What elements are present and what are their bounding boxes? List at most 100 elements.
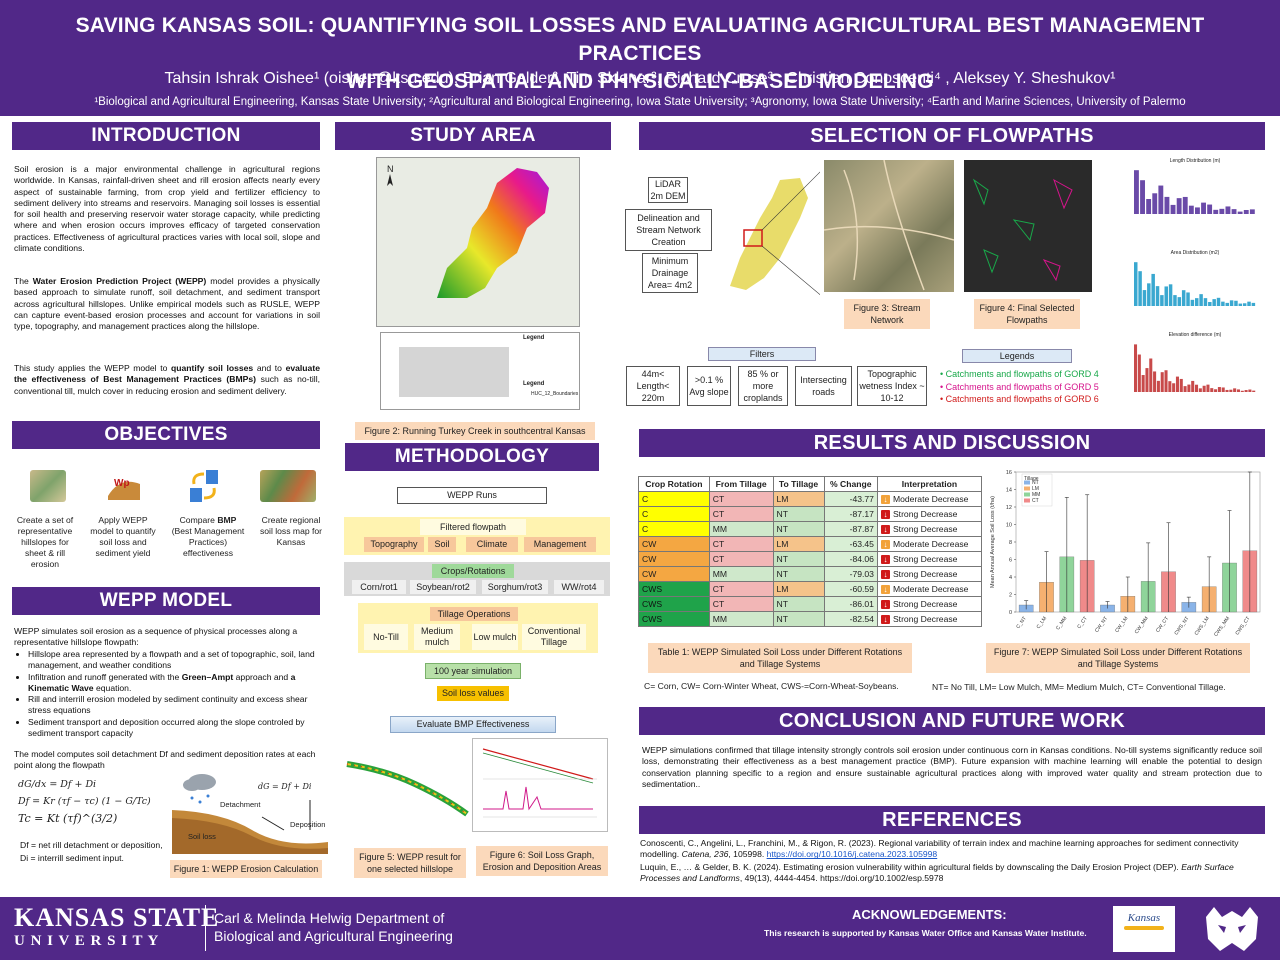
tillage-abbreviations: NT= No Till, LM= Low Mulch, MM= Medium M… [932, 682, 1226, 692]
col-pct: % Change [823, 476, 878, 492]
svg-text:Wp: Wp [114, 478, 130, 489]
flowpath-legend: • Catchments and flowpaths of GORD 4 • C… [940, 368, 1099, 406]
cell-from: CT [708, 581, 774, 597]
cell-pct: -43.77 [823, 491, 878, 507]
histogram-bar [1140, 180, 1145, 214]
wepp-bullet: Hillslope area represented by a flowpath… [28, 649, 326, 672]
table-row: C MM NT -87.87 ↓ Strong Decrease [638, 521, 983, 537]
cell-to: NT [772, 506, 825, 522]
arrow-down-icon: ↓ [880, 585, 890, 595]
cell-interp: ↓ Strong Decrease [876, 551, 983, 567]
histogram-bar [1212, 299, 1216, 306]
input-management: Management [524, 537, 596, 552]
delineation-box: Delineation and Stream Network Creation [625, 209, 712, 251]
soil-loss-chart-svg: 0 2 4 6 8 10 12 14 16 Mean Annual Average Soil Lo… [990, 470, 1261, 638]
legend-title: Legend [523, 335, 545, 341]
crop-abbreviations: C= Corn, CW= Corn-Winter Wheat, CWS-=Cor… [644, 681, 899, 691]
y-tick-label: 14 [1006, 488, 1012, 494]
histogram-bar [1231, 209, 1237, 214]
histogram-bar [1176, 198, 1182, 214]
length-histogram-bars [1134, 170, 1255, 214]
acknowledgements-text: This research is supported by Kansas Wat… [764, 928, 1087, 938]
affiliations: ¹Biological and Agricultural Engineering… [94, 96, 1186, 108]
y-tick-label: 12 [1006, 505, 1012, 511]
poster-footer: KANSAS STATE U N I V E R S I T Y Carl & … [0, 897, 1280, 960]
cell-pct: -84.06 [823, 551, 878, 567]
histogram-bar [1141, 375, 1145, 392]
histogram-bar [1233, 388, 1237, 392]
histogram-bar [1179, 378, 1183, 392]
objective-4: Create regional soil loss map for Kansas [259, 515, 323, 547]
poster-title: SAVING KANSAS SOIL: QUANTIFYING SOIL LOS… [75, 14, 1205, 93]
histogram-bar [1195, 384, 1199, 392]
cell-from: MM [708, 566, 774, 582]
cell-crop: CW [638, 536, 710, 552]
figure-3-caption: Figure 3: Stream Network [844, 299, 930, 329]
cell-from: MM [708, 521, 774, 537]
histogram-bar [1160, 372, 1164, 392]
wepp-bullet: Infiltration and runoff generated with t… [28, 672, 326, 695]
histogram-bar [1229, 300, 1234, 306]
wepp-runs-box: WEPP Runs [397, 487, 547, 504]
cell-crop: CWS [638, 596, 710, 612]
evaluate-bmp-box: Evaluate BMP Effectiveness [390, 716, 556, 733]
simulation-box: 100 year simulation [425, 663, 521, 679]
histogram-bar [1142, 290, 1147, 306]
cell-crop: CWS [638, 611, 710, 627]
histogram-bar [1147, 283, 1151, 306]
ksu-logo-wordmark: KANSAS STATE [14, 903, 220, 932]
legend-swatch-lm [1024, 486, 1030, 491]
results-table-body: C CT LM -43.77 ↓ Moderate Decrease C CT NT -87.17… [638, 491, 983, 627]
histogram-bar [1164, 196, 1170, 214]
cell-interp: ↓ Strong Decrease [876, 611, 983, 627]
histogram-bar [1216, 297, 1221, 306]
table-row: CWS CT LM -60.59 ↓ Moderate Decrease [638, 581, 983, 597]
table-row: CW CT LM -63.45 ↓ Moderate Decrease [638, 536, 983, 552]
histogram-bar [1158, 185, 1164, 214]
histogram-bar [1221, 387, 1225, 392]
legend-label-lm: LM [1032, 486, 1039, 492]
histogram-bar [1138, 271, 1142, 306]
histogram-bar [1208, 302, 1212, 306]
references-heading: REFERENCES [639, 806, 1265, 834]
cell-interp: ↓ Moderate Decrease [876, 491, 983, 507]
tillage-medium-mulch: Medium mulch [414, 624, 460, 650]
kansas-state-shape [399, 347, 509, 397]
introduction-heading: INTRODUCTION [12, 122, 320, 150]
histogram-bar [1149, 358, 1153, 392]
min-drainage-box: Minimum Drainage Area= 4m2 [642, 253, 698, 293]
cell-to: NT [772, 521, 825, 537]
histogram-bar [1151, 273, 1155, 306]
histogram-bar [1156, 380, 1160, 392]
histogram-bar [1195, 207, 1200, 214]
x-tick-label: CWS_NT [1173, 616, 1190, 637]
x-tick-label: C_NT [1015, 616, 1027, 630]
histogram-bar [1186, 292, 1190, 306]
filtered-flowpath-box: Filtered flowpath [420, 519, 526, 535]
histogram-bar [1234, 300, 1238, 306]
cell-pct: -86.01 [823, 596, 878, 612]
cell-from: CT [708, 596, 774, 612]
cell-to: LM [772, 581, 825, 597]
histogram-bar [1225, 206, 1231, 214]
histogram-bar [1183, 386, 1187, 392]
histogram-bar [1201, 202, 1206, 214]
input-climate: Climate [466, 537, 518, 552]
y-tick-label: 10 [1006, 523, 1012, 529]
y-tick-label: 8 [1009, 540, 1012, 546]
cell-from: CT [708, 506, 774, 522]
histogram-bar [1225, 389, 1229, 392]
wepp-equations: dG/dx = Df + Di Df = Kr (τf − τc) (1 − G… [18, 776, 151, 827]
reference-1-link[interactable]: https://doi.org/10.1016/j.catena.2023.10… [766, 849, 938, 860]
arrow-down-icon: ↓ [880, 540, 890, 550]
filters-title: Filters [708, 347, 816, 361]
histogram-bar [1134, 344, 1138, 392]
compare-bmp-icon [186, 468, 222, 502]
reference-2: Luquin, E., … & Gelder, B. K. (2024). Es… [640, 862, 1234, 884]
stream-network-image [823, 159, 955, 292]
figure-2-caption: Figure 2: Running Turkey Creek in southc… [355, 422, 595, 440]
col-interp: Interpretation [876, 476, 983, 492]
legend-2-title: Legend [523, 381, 545, 387]
histogram-bar [1225, 302, 1229, 306]
kansas-locator-map: Legend Legend HUC_12_Boundaries [380, 332, 580, 410]
